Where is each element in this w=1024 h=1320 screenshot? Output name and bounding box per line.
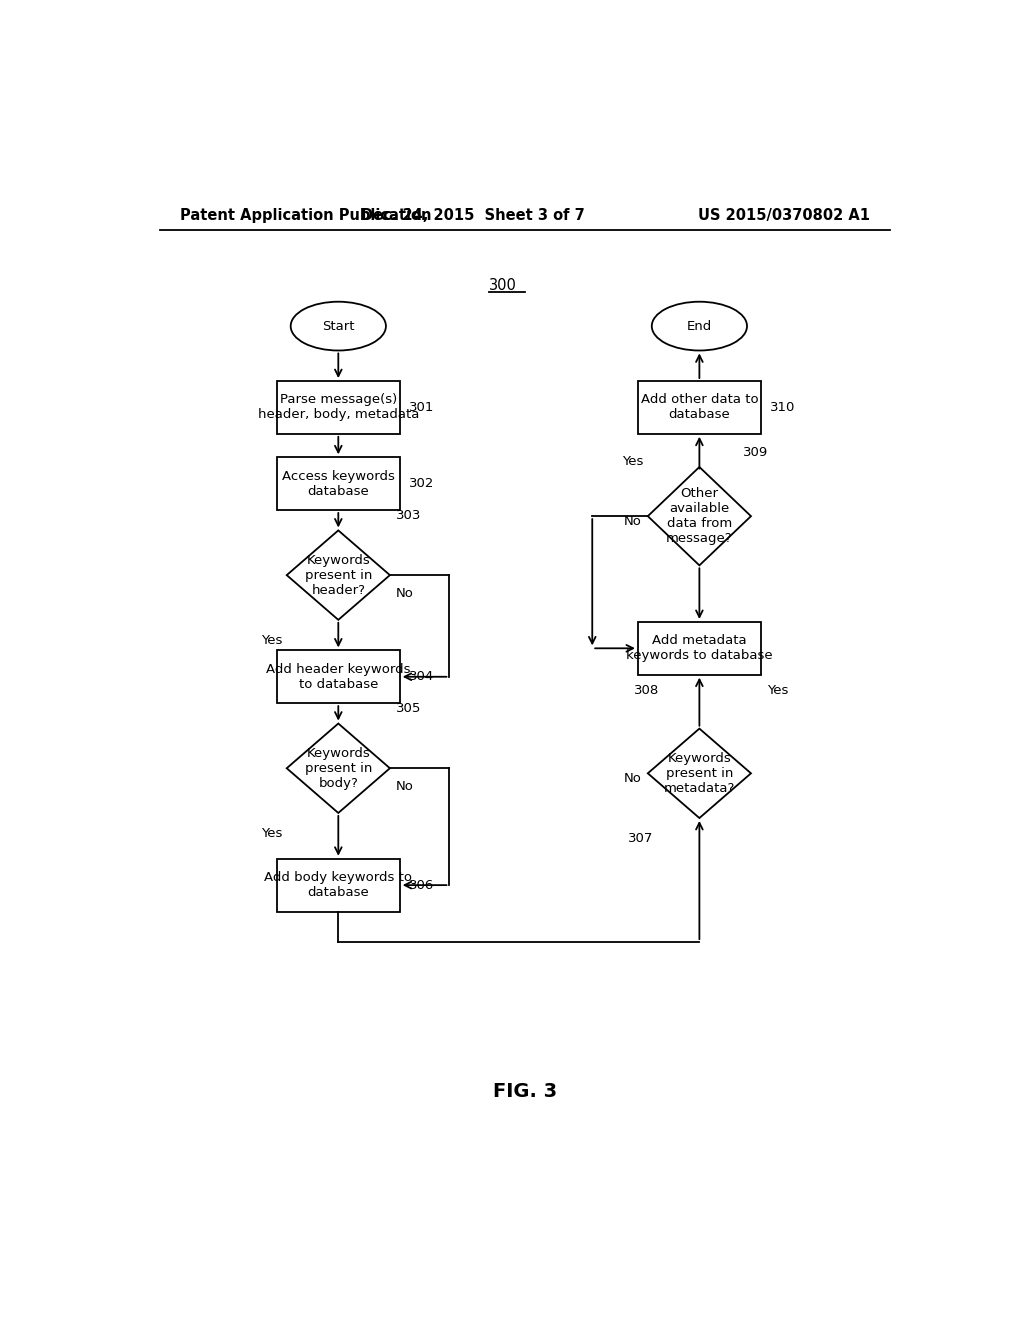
Text: Other
available
data from
message?: Other available data from message?: [666, 487, 733, 545]
Bar: [276, 859, 399, 912]
Text: Dec. 24, 2015  Sheet 3 of 7: Dec. 24, 2015 Sheet 3 of 7: [361, 207, 585, 223]
Text: Yes: Yes: [767, 685, 788, 697]
Text: 310: 310: [770, 401, 796, 414]
Text: No: No: [396, 587, 414, 599]
Bar: [276, 457, 399, 510]
Text: 309: 309: [743, 446, 768, 459]
Text: No: No: [624, 515, 641, 528]
Text: 304: 304: [410, 671, 434, 684]
Text: Yes: Yes: [623, 455, 644, 467]
Text: 300: 300: [489, 279, 517, 293]
Text: Yes: Yes: [261, 634, 283, 647]
Text: 307: 307: [628, 832, 653, 845]
Text: Add header keywords
to database: Add header keywords to database: [266, 663, 411, 690]
Text: Access keywords
database: Access keywords database: [282, 470, 394, 498]
Bar: [638, 381, 761, 434]
Text: 301: 301: [410, 401, 435, 414]
Text: 303: 303: [396, 510, 422, 523]
Text: Keywords
present in
metadata?: Keywords present in metadata?: [664, 752, 735, 795]
Text: 302: 302: [410, 477, 435, 490]
Text: Parse message(s)
header, body, metadata: Parse message(s) header, body, metadata: [258, 393, 419, 421]
Text: 305: 305: [396, 702, 422, 715]
Text: Add body keywords to
database: Add body keywords to database: [264, 871, 413, 899]
Text: 306: 306: [410, 879, 434, 891]
Text: Add metadata
keywords to database: Add metadata keywords to database: [626, 635, 773, 663]
Text: US 2015/0370802 A1: US 2015/0370802 A1: [698, 207, 870, 223]
Text: End: End: [687, 319, 712, 333]
Bar: [638, 622, 761, 675]
Text: No: No: [396, 780, 414, 793]
Text: Yes: Yes: [261, 826, 283, 840]
Text: Start: Start: [323, 319, 354, 333]
Text: No: No: [624, 772, 641, 785]
Text: Keywords
present in
header?: Keywords present in header?: [304, 553, 372, 597]
Bar: [276, 651, 399, 704]
Bar: [276, 381, 399, 434]
Text: FIG. 3: FIG. 3: [493, 1082, 557, 1101]
Text: Patent Application Publication: Patent Application Publication: [179, 207, 431, 223]
Text: 308: 308: [634, 685, 659, 697]
Text: Add other data to
database: Add other data to database: [641, 393, 758, 421]
Text: Keywords
present in
body?: Keywords present in body?: [304, 747, 372, 789]
